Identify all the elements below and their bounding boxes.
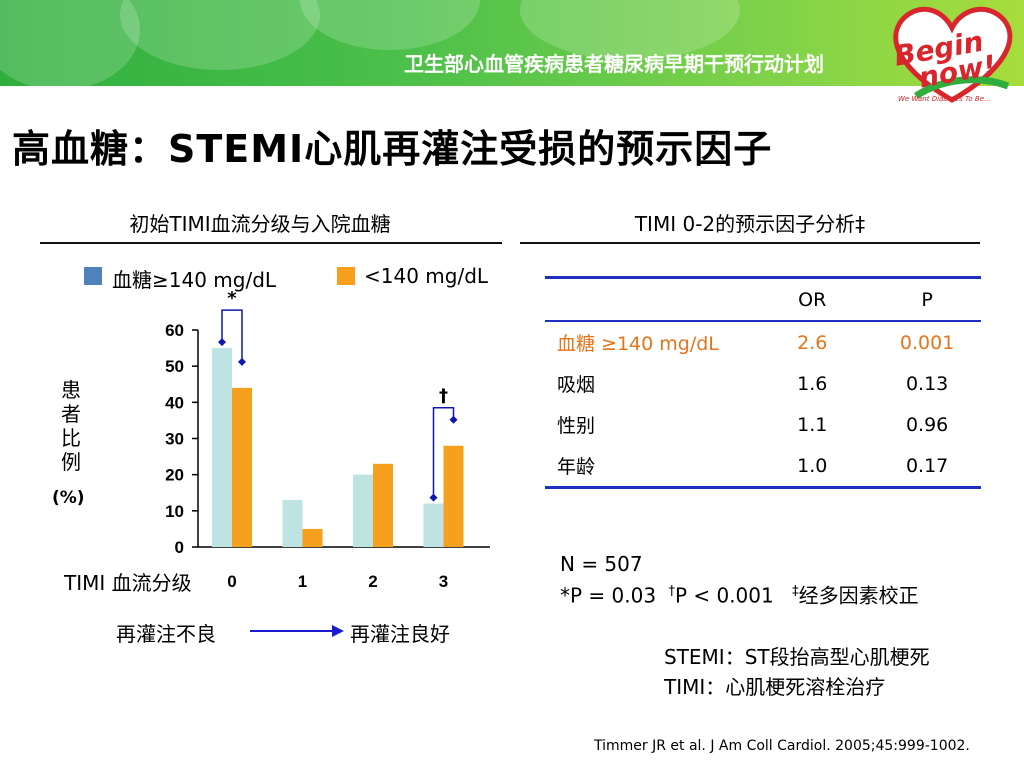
table-row: 血糖 ≥140 mg/dL 2.6 0.001 bbox=[545, 321, 981, 363]
significance-symbol: † bbox=[439, 386, 448, 407]
factor-cell: 血糖 ≥140 mg/dL bbox=[557, 333, 719, 355]
or-cell: 1.6 bbox=[797, 372, 828, 395]
factor-cell: 吸烟 bbox=[557, 374, 596, 396]
x-tick-label: 0 bbox=[227, 572, 236, 591]
y-tick-label: 40 bbox=[165, 393, 184, 412]
banner-decoration bbox=[0, 0, 140, 86]
table-bottom-rule bbox=[545, 486, 981, 489]
bracket-marker bbox=[218, 338, 226, 347]
factor-cell: 性别 bbox=[557, 415, 596, 437]
bracket-marker bbox=[429, 493, 438, 502]
bar-hyper bbox=[353, 474, 373, 547]
x-tick-label: 1 bbox=[298, 572, 307, 591]
table-header-row: OR P bbox=[545, 279, 981, 321]
legend-label-hyper: 血糖≥140 mg/dL bbox=[112, 268, 277, 292]
p-cell: 0.17 bbox=[905, 454, 949, 477]
chart-heading-rule bbox=[40, 242, 502, 244]
or-cell: 1.0 bbox=[797, 454, 828, 477]
banner-title: 卫生部心血管疾病患者糖尿病早期干预行动计划 bbox=[404, 52, 824, 76]
abbreviations: STEMI：ST段抬高型心肌梗死 TIMI：心肌梗死溶栓治疗 bbox=[664, 642, 930, 702]
bar-normal bbox=[443, 445, 464, 547]
y-tick-label: 30 bbox=[165, 430, 184, 449]
predictor-table: OR P 血糖 ≥140 mg/dL 2.6 0.001 吸烟 1.6 0.13… bbox=[545, 276, 981, 489]
legend-swatch-hyper bbox=[84, 267, 102, 285]
sample-size: N = 507 bbox=[560, 552, 643, 576]
slide-title: 高血糖：STEMI心肌再灌注受损的预示因子 bbox=[12, 127, 773, 171]
y-tick-label: 50 bbox=[165, 357, 184, 376]
y-axis-unit: (%) bbox=[52, 488, 85, 508]
y-tick-label: 60 bbox=[165, 321, 184, 340]
factor-cell: 年龄 bbox=[557, 456, 596, 478]
adjustment-note: 经多因素校正 bbox=[798, 583, 919, 608]
logo-tagline: We Want Diabetes To Be... bbox=[898, 95, 991, 103]
table-header-factor bbox=[545, 279, 751, 321]
y-tick-label: 20 bbox=[165, 466, 184, 485]
table-top-rule bbox=[545, 276, 981, 279]
reperfusion-arrow bbox=[250, 625, 344, 637]
chart-heading: 初始TIMI血流分级与入院血糖 bbox=[129, 212, 391, 236]
x-axis-title: TIMI 血流分级 bbox=[64, 571, 192, 595]
p-values-line: *P = 0.03 †P < 0.001 ‡经多因素校正 bbox=[560, 578, 919, 610]
legend-swatch-normal bbox=[337, 267, 355, 285]
table-header-p: P bbox=[921, 288, 933, 311]
p-value-dagger: P < 0.001 bbox=[674, 583, 774, 608]
table-row: 吸烟 1.6 0.13 bbox=[545, 363, 981, 404]
y-tick-label: 0 bbox=[175, 538, 184, 557]
bar-normal bbox=[302, 528, 323, 547]
y-tick-label: 10 bbox=[165, 502, 184, 521]
citation: Timmer JR et al. J Am Coll Cardiol. 2005… bbox=[594, 738, 970, 754]
y-axis-title: 患者比例 bbox=[61, 378, 81, 474]
p-cell: 0.13 bbox=[905, 372, 949, 395]
table-row: 性别 1.1 0.96 bbox=[545, 404, 981, 445]
table-row: 年龄 1.0 0.17 bbox=[545, 445, 981, 486]
bar-hyper bbox=[423, 503, 444, 547]
legend-label-normal: <140 mg/dL bbox=[364, 264, 489, 288]
x-tick-label: 2 bbox=[368, 572, 377, 591]
p-cell: 0.96 bbox=[905, 413, 949, 436]
or-cell: 2.6 bbox=[797, 331, 828, 354]
header-banner: 卫生部心血管疾病患者糖尿病早期干预行动计划 bbox=[0, 0, 1024, 86]
bar-normal bbox=[232, 387, 252, 547]
significance-bracket bbox=[221, 309, 243, 362]
p-value-star: *P = 0.03 bbox=[560, 583, 657, 608]
reperfusion-poor-label: 再灌注不良 bbox=[116, 622, 216, 646]
or-cell: 1.1 bbox=[797, 413, 828, 436]
reperfusion-good-label: 再灌注良好 bbox=[350, 622, 450, 646]
table-header-or: OR bbox=[798, 288, 827, 311]
bar-normal bbox=[373, 463, 393, 547]
abbr-timi: TIMI：心肌梗死溶栓治疗 bbox=[664, 675, 886, 699]
double-dagger-mark: ‡ bbox=[792, 584, 799, 599]
abbr-stemi: STEMI：ST段抬高型心肌梗死 bbox=[664, 645, 930, 669]
bracket-marker bbox=[238, 357, 246, 366]
bar-hyper bbox=[282, 499, 303, 547]
stats-block: N = 507 *P = 0.03 †P < 0.001 ‡经多因素校正 bbox=[560, 550, 919, 610]
p-cell: 0.001 bbox=[899, 331, 955, 354]
dagger-mark: † bbox=[668, 584, 675, 599]
begin-now-logo: Begin now! We Want Diabetes To Be... bbox=[892, 6, 1013, 103]
table-heading-rule bbox=[520, 242, 980, 244]
significance-symbol: * bbox=[227, 288, 237, 309]
significance-bracket bbox=[432, 406, 455, 498]
x-tick-label: 3 bbox=[439, 572, 448, 591]
bracket-marker bbox=[449, 415, 458, 424]
bar-hyper bbox=[212, 348, 232, 547]
table-heading: TIMI 0-2的预示因子分析‡ bbox=[634, 212, 866, 236]
